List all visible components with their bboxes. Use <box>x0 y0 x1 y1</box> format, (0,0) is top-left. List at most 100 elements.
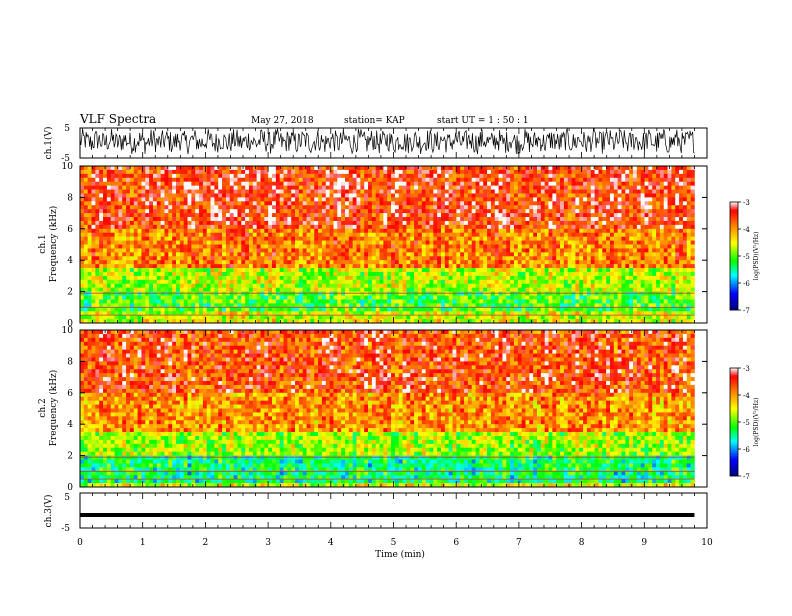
spectrogram-cell <box>425 181 430 186</box>
spectrogram-cell <box>471 181 476 186</box>
spectrogram-cell <box>310 205 315 210</box>
spectrogram-cell <box>448 271 453 277</box>
spectrogram-cell <box>229 268 234 273</box>
spectrogram-cell <box>156 217 161 222</box>
spectrogram-cell <box>260 248 265 253</box>
spectrogram-cell <box>187 181 192 186</box>
spectrogram-cell <box>506 166 511 171</box>
spectrogram-cell <box>225 209 231 214</box>
spectrogram-cell <box>456 181 461 186</box>
spectrogram-cell <box>95 256 100 261</box>
spectrogram-cell <box>387 271 392 277</box>
spectrogram-cell <box>537 268 542 273</box>
spectrogram-cell <box>490 264 496 269</box>
spectrogram-cell <box>225 315 231 320</box>
spectrogram-cell <box>329 268 334 273</box>
ch1-ytick-top: 5 <box>64 124 70 134</box>
spectrogram-cell <box>156 205 161 210</box>
spectrogram-cell <box>241 252 246 257</box>
spectrogram-cell <box>471 169 476 175</box>
spectrogram-cell <box>295 275 300 281</box>
spectrogram-cell <box>325 177 330 182</box>
spectrogram-cell <box>452 228 457 234</box>
spectrogram-cell <box>225 264 231 269</box>
spectrogram-cell <box>498 256 503 261</box>
spectrogram-cell <box>195 252 200 257</box>
spectrogram-cell <box>533 248 538 253</box>
spectrogram-cell <box>156 209 161 214</box>
spectrogram-cell <box>344 252 350 257</box>
spectrogram-cell <box>483 275 488 281</box>
spectrogram-cell <box>87 209 92 214</box>
spectrogram-cell <box>410 201 415 206</box>
spectrogram-cell <box>114 303 119 308</box>
spectrogram-cell <box>348 177 353 182</box>
spectrogram-cell <box>191 303 196 308</box>
spectrogram-cell <box>533 307 538 312</box>
spectrogram-cell <box>291 315 296 320</box>
spectrogram-cell <box>498 201 503 206</box>
spectrogram-cell <box>99 240 104 245</box>
spectrogram-cell <box>337 260 342 265</box>
spectrogram-cell <box>103 315 108 320</box>
spectrogram-cell <box>421 307 426 312</box>
spectrogram-cell <box>537 181 542 186</box>
spectrogram-cell <box>314 236 319 241</box>
spectrogram-cell <box>191 185 196 190</box>
spectrogram-cell <box>479 271 484 277</box>
spectrogram-cell <box>494 252 499 257</box>
spectrogram-cell <box>348 166 353 171</box>
spectrogram-cell <box>210 185 215 190</box>
spectrogram-cell <box>103 217 108 222</box>
spectrogram-cell <box>513 236 519 241</box>
spectrogram-cell <box>379 295 384 300</box>
spectrogram-cell <box>521 232 526 237</box>
spectrogram-cell <box>398 240 403 245</box>
spectrogram-cell <box>490 220 496 226</box>
spectrogram-cell <box>479 185 484 190</box>
spectrogram-cell <box>118 197 123 202</box>
spectrogram-cell <box>306 228 311 234</box>
spectrogram-cell <box>383 173 388 179</box>
spectrogram-cell <box>99 279 104 285</box>
spectrogram-cell <box>222 303 227 308</box>
spectrogram-cell <box>379 264 384 269</box>
spectrogram-cell <box>556 201 561 206</box>
spectrogram-cell <box>525 166 530 171</box>
spectrogram-cell <box>352 236 357 241</box>
spectrogram-cell <box>248 181 254 186</box>
spectrogram-cell <box>394 220 400 226</box>
spectrogram-cell <box>464 291 469 296</box>
spectrogram-cell <box>333 197 338 202</box>
spectrogram-cell <box>183 287 188 292</box>
spectrogram-cell <box>179 283 184 288</box>
spectrogram-cell <box>414 197 419 202</box>
spectrogram-cell <box>103 260 108 265</box>
spectrogram-cell <box>264 181 269 186</box>
spectrogram-cell <box>264 264 269 269</box>
spectrogram-cell <box>241 283 246 288</box>
spectrogram-cell <box>248 260 254 265</box>
spectrogram-cell <box>444 279 449 285</box>
spectrogram-cell <box>337 197 342 202</box>
spectrogram-cell <box>129 307 135 312</box>
spectrogram-cell <box>383 189 388 194</box>
spectrogram-cell <box>417 268 423 273</box>
spectrogram-cell <box>510 213 515 218</box>
spectrogram-cell <box>456 295 461 300</box>
spectrogram-cell <box>371 177 377 182</box>
spectrogram-cell <box>83 268 88 273</box>
spectrogram-cell <box>264 189 269 194</box>
spectrogram-cell <box>437 283 442 288</box>
spectrogram-cell <box>325 185 330 190</box>
spectrogram-cell <box>103 271 108 277</box>
spectrogram-cell <box>529 244 534 249</box>
spectrogram-cell <box>341 283 346 288</box>
spectrogram-cell <box>498 303 503 308</box>
spectrogram-cell <box>540 275 545 281</box>
spectrogram-cell <box>179 201 184 206</box>
spectrogram-cell <box>80 291 85 296</box>
spectrogram-cell <box>548 287 553 292</box>
spectrogram-cell <box>183 236 188 241</box>
spectrogram-cell <box>118 205 123 210</box>
